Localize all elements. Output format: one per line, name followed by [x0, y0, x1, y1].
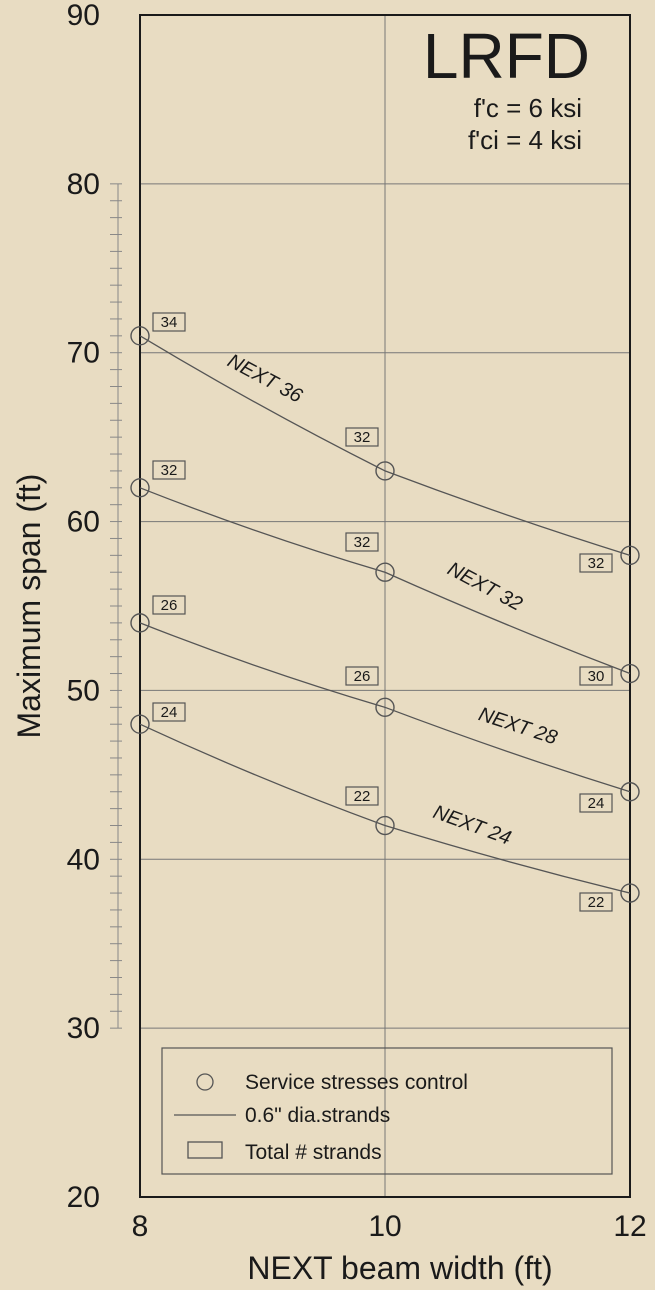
chart-subtitle-1: f'c = 6 ksi: [474, 93, 582, 123]
legend-entry-total: Total # strands: [245, 1141, 382, 1164]
legend-entry-service: Service stresses control: [245, 1071, 468, 1094]
strand-count-label: 26: [354, 668, 371, 685]
strand-box: [579, 553, 613, 573]
y-tick-label: 70: [67, 337, 100, 370]
y-tick-label: 60: [67, 506, 100, 539]
strand-count-label: 30: [588, 668, 605, 685]
legend-circle-icon: [196, 1073, 214, 1091]
service-stress-marker: [620, 663, 640, 684]
strand-box: [345, 532, 379, 552]
strand-count-label: 26: [161, 597, 178, 614]
strand-box: [345, 427, 379, 447]
strand-box: [345, 666, 379, 686]
strand-count-label: 32: [354, 429, 371, 446]
service-stress-marker: [130, 326, 150, 346]
grid: [140, 15, 630, 1197]
series-name-label: NEXT 28: [476, 703, 560, 749]
y-tick-label: 40: [67, 843, 100, 876]
service-stress-marker: [620, 545, 640, 566]
x-tick-label: 12: [613, 1210, 646, 1243]
service-stress-marker: [375, 562, 395, 582]
plot-frame: [139, 14, 631, 1198]
service-stress-marker: [620, 883, 640, 903]
series-line: [139, 487, 631, 675]
legend-entry-strands: 0.6" dia.strands: [245, 1104, 390, 1127]
service-stress-marker: [620, 782, 640, 802]
strand-count-label: 22: [354, 788, 371, 805]
x-tick-label: 10: [368, 1210, 401, 1243]
strand-count-label: 24: [161, 704, 178, 721]
series-name-label: NEXT 36: [224, 350, 307, 408]
strand-box: [579, 793, 613, 813]
y-tick-label: 50: [67, 674, 100, 707]
strand-box: [152, 312, 186, 332]
chart-subtitle-2: f'ci = 4 ksi: [468, 125, 582, 155]
strand-box: [345, 786, 379, 806]
x-tick-label: 8: [132, 1210, 149, 1243]
y-tick-label: 80: [67, 168, 100, 201]
x-axis-title: NEXT beam width (ft): [247, 1250, 552, 1286]
series-name-label: NEXT 32: [444, 558, 526, 616]
strand-count-label: 22: [588, 894, 605, 911]
service-stress-marker: [130, 478, 150, 498]
y-tick-labels: 20 30 40 50 60 70 80 90: [67, 0, 100, 1214]
service-stress-marker: [375, 461, 395, 481]
strand-count-label: 34: [161, 314, 178, 331]
service-stress-marker: [375, 815, 395, 836]
y-axis-title: Maximum span (ft): [11, 474, 47, 739]
service-stress-marker: [130, 613, 150, 633]
y-tick-label: 30: [67, 1012, 100, 1045]
strand-count-label: 32: [161, 462, 178, 479]
series-line: [139, 723, 631, 894]
strand-count-label: 32: [354, 534, 371, 551]
series-line: [139, 335, 631, 556]
minor-ticks: [110, 183, 122, 1029]
legend-box: [161, 1047, 613, 1175]
series-line: [139, 622, 631, 793]
strand-box: [152, 595, 186, 615]
y-tick-label: 90: [67, 0, 100, 32]
strand-box: [579, 892, 613, 912]
y-tick-label: 20: [67, 1181, 100, 1214]
x-tick-labels: 8 10 12: [132, 1210, 647, 1243]
chart-title: LRFD: [423, 20, 590, 92]
strand-box: [152, 460, 186, 480]
strand-box: [152, 702, 186, 722]
legend: Service stresses control 0.6" dia.strand…: [161, 1047, 613, 1175]
service-stress-marker: [375, 697, 395, 718]
legend-box-icon: [187, 1141, 223, 1159]
strand-count-label: 32: [588, 555, 605, 572]
strand-box: [579, 666, 613, 686]
strand-count-label: 24: [588, 795, 605, 812]
service-stress-marker: [130, 714, 150, 734]
